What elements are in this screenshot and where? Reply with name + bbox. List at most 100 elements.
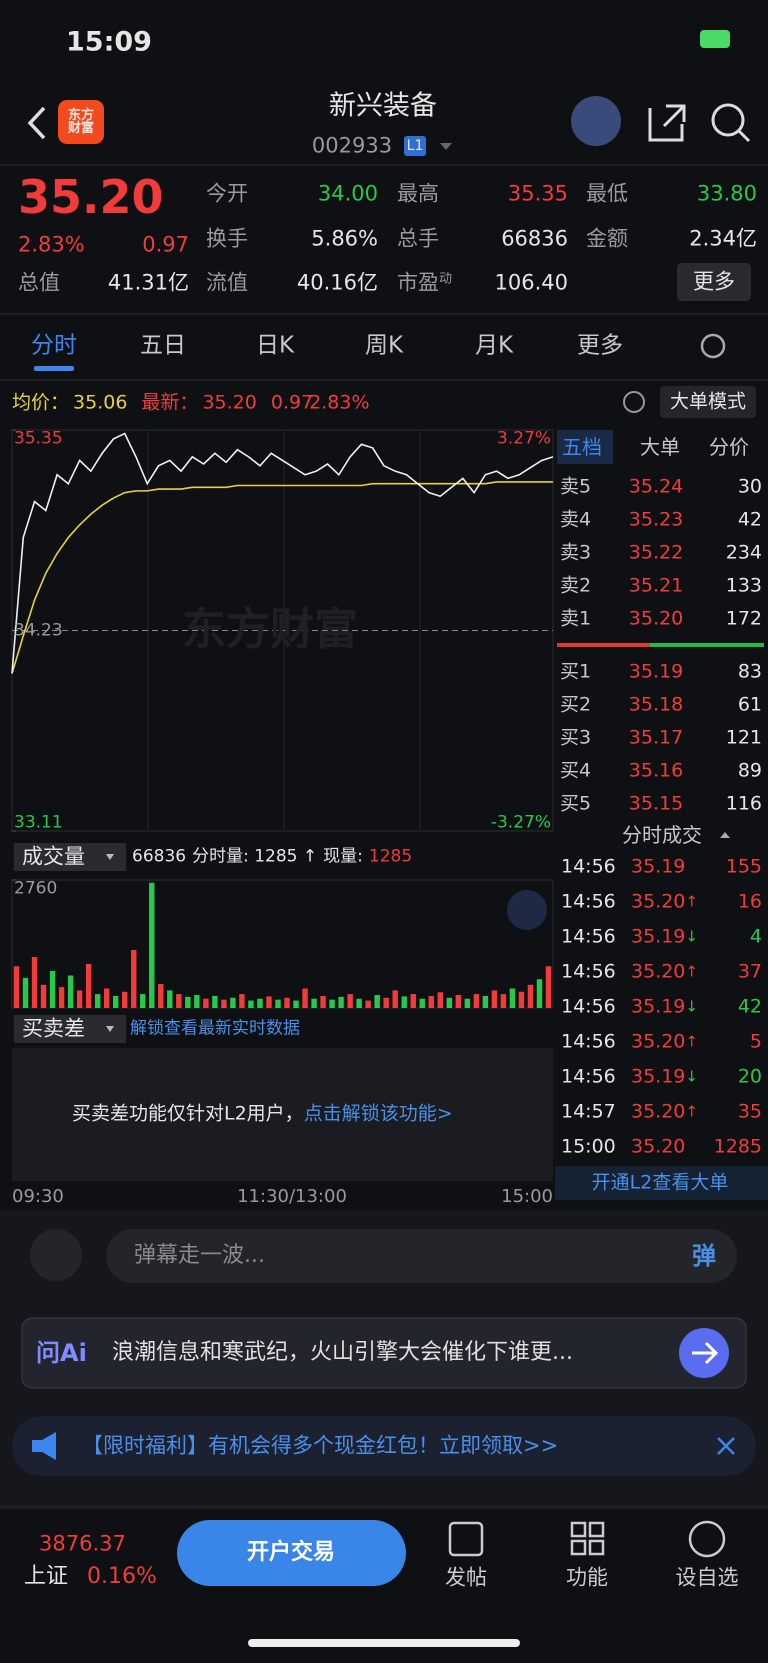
volume-bar [149,882,155,1008]
spread-title[interactable]: 买卖差 [22,1016,85,1041]
trade-time: 14:56 [561,960,616,983]
spread-unlock[interactable]: 解锁查看最新实时数据 [130,1018,300,1039]
level-badge: L1 [406,138,424,154]
volume-bar [500,994,507,1008]
l2-footer[interactable]: 开通L2查看大单 [591,1171,729,1194]
book-price: 35.24 [628,475,684,498]
time-label: 09:30 [12,1186,64,1207]
settings-icon[interactable] [700,333,726,359]
volume-bar [473,994,480,1008]
book-label: 卖1 [560,607,592,630]
volume-bar [13,966,20,1008]
spread-select[interactable] [14,1015,126,1043]
trade-price: 35.20 [631,1030,686,1053]
danmaku-input[interactable] [106,1229,737,1283]
post-icon[interactable] [448,1521,484,1557]
avatar[interactable] [571,96,621,146]
trade-price: 35.19 [631,925,686,948]
book-tab[interactable]: 分价 [709,435,749,459]
volume-bar [194,995,200,1008]
tab[interactable]: 周K [364,332,404,359]
nav-item[interactable]: 功能 [566,1565,608,1590]
volume-bar [112,995,119,1008]
info-avg-label: 均价： [12,391,70,414]
trade-arrow: ↑ [685,1032,698,1051]
tab[interactable]: 日K [255,332,295,359]
stock-name: 新兴装备 [329,90,437,122]
sort-icon [720,832,730,838]
function-icon[interactable] [588,1521,605,1538]
info-latest: 35.20 [202,391,257,414]
share-icon[interactable] [648,104,686,142]
mode-button-bg[interactable] [660,386,756,418]
volume-bar [464,998,471,1008]
expand-icon[interactable] [507,890,547,930]
l2-footer-bg[interactable] [555,1166,768,1200]
volume-bar [22,977,29,1008]
help-icon[interactable] [623,391,645,413]
ai-box[interactable] [21,1317,747,1389]
book-tab[interactable]: 大单 [640,435,680,459]
dropdown-icon[interactable] [440,143,452,150]
volume-bar [221,999,227,1008]
danmaku-icon[interactable] [30,1229,82,1281]
volume-title[interactable]: 成交量 [22,844,85,869]
trade-time: 14:56 [561,925,616,948]
volume-bar [536,979,543,1008]
trade-button-bg[interactable] [177,1520,406,1586]
tab[interactable]: 更多 [577,332,623,359]
close-icon[interactable] [717,1437,735,1455]
trade-volume: 35 [737,1100,762,1123]
banner-bg[interactable] [12,1416,756,1476]
volume-select[interactable] [14,843,126,871]
volume-bar [248,1000,254,1008]
nav-item[interactable]: 发帖 [445,1565,487,1590]
trades-title: 分时成交 [622,823,702,847]
tab[interactable]: 分时 [31,332,77,359]
more-button-bg[interactable] [677,263,751,301]
search-icon[interactable] [711,103,745,137]
volume-bar [329,999,335,1008]
book-volume: 234 [725,541,762,564]
volume-bar [455,995,462,1008]
trade-time: 14:56 [561,890,616,913]
book-price: 35.18 [628,693,684,716]
volume-bar [67,975,74,1008]
trade-volume: 155 [725,855,762,878]
watermark: 东方财富 [182,604,358,655]
function-icon[interactable] [570,1539,587,1556]
tab[interactable]: 月K [474,332,514,359]
danmaku-placeholder[interactable]: 弹幕走一波... [134,1243,265,1268]
book-volume: 116 [725,792,762,815]
field-sup: 动 [439,271,453,287]
book-volume: 61 [737,693,762,716]
mode-button[interactable]: 大单模式 [669,390,747,413]
field-label: 总手 [397,226,439,251]
book-tab[interactable]: 五档 [562,435,602,459]
upper-pct: 3.27% [496,428,551,449]
volume-bar [509,988,516,1008]
trade-price: 35.20 [631,890,686,913]
spread-link[interactable]: 点击解锁该功能> [303,1102,453,1125]
more-button[interactable]: 更多 [693,269,735,294]
watchlist-icon[interactable] [688,1520,726,1558]
search-icon[interactable] [737,129,751,143]
trade-volume: 20 [737,1065,762,1088]
nav-item[interactable]: 设自选 [675,1565,739,1590]
danmaku-button[interactable]: 弹 [692,1242,716,1270]
volume-bar [410,994,416,1008]
field-label: 总值 [18,270,60,295]
ai-text[interactable]: 浪潮信息和寒武纪，火山引擎大会催化下谁更... [112,1340,573,1365]
back-icon[interactable] [27,106,46,140]
banner-text[interactable]: 【限时福利】有机会得多个现金红包！立即领取>> [82,1433,559,1458]
function-icon[interactable] [570,1521,587,1538]
trade-price: 35.19 [631,855,686,878]
function-icon[interactable] [588,1539,605,1556]
volume-bar [239,994,245,1008]
volume-bar [338,996,344,1008]
info-change-pct: 2.83% [309,391,370,414]
tab[interactable]: 五日 [140,332,186,359]
trade-button[interactable]: 开户交易 [246,1540,336,1565]
logo-bg [58,100,104,144]
